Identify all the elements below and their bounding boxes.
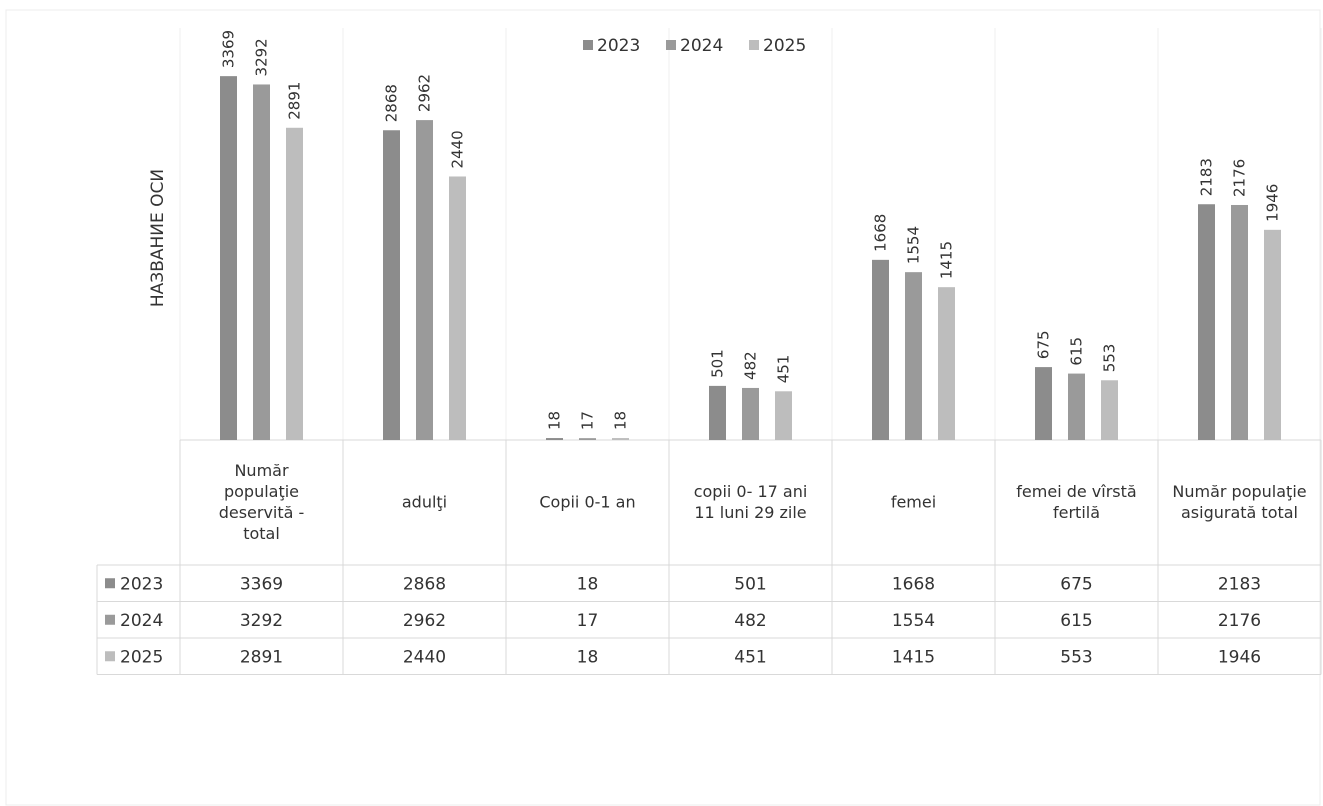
table-cell-2024-1: 3292 xyxy=(240,611,283,631)
data-label-2024-4: 482 xyxy=(742,351,760,380)
table-cell-2023-4: 501 xyxy=(734,574,766,594)
bar-2024-2 xyxy=(416,120,433,440)
table-cell-2023-2: 2868 xyxy=(403,574,446,594)
bar-2024-6 xyxy=(1068,373,1085,440)
bar-2024-5 xyxy=(905,272,922,440)
bar-2023-4 xyxy=(709,385,726,440)
table-cell-2024-6: 615 xyxy=(1060,611,1092,631)
data-label-2023-2: 2868 xyxy=(383,84,401,122)
data-table: Număr populaţie deservită -total adulţi Copi… xyxy=(96,461,1321,675)
table-cell-2025-7: 1946 xyxy=(1218,647,1261,667)
table-category-header: adulţi xyxy=(402,493,447,512)
table-cell-2023-5: 1668 xyxy=(892,574,935,594)
table-cell-2024-3: 17 xyxy=(577,611,599,631)
table-category-header: Număr populaţie asigurată total xyxy=(1172,482,1306,522)
data-label-2023-4: 501 xyxy=(709,349,727,378)
legend-label-2024: 2024 xyxy=(680,36,723,56)
data-label-2025-4: 451 xyxy=(775,355,793,384)
data-label-2023-7: 2183 xyxy=(1198,158,1216,196)
data-label-2025-2: 2440 xyxy=(449,130,467,168)
bar-2025-1 xyxy=(286,127,303,440)
data-label-2024-3: 17 xyxy=(579,411,597,430)
data-label-2025-1: 2891 xyxy=(286,82,304,120)
legend-swatch-2023 xyxy=(583,40,593,50)
bar-2023-6 xyxy=(1035,367,1052,440)
bar-2023-7 xyxy=(1198,204,1215,440)
table-cell-2025-4: 451 xyxy=(734,647,766,667)
bar-2023-5 xyxy=(872,259,889,440)
table-cell-2023-6: 675 xyxy=(1060,574,1092,594)
legend-swatch-2025 xyxy=(749,40,759,50)
bar-2024-7 xyxy=(1231,204,1248,440)
table-cell-2025-3: 18 xyxy=(577,647,599,667)
data-label-2025-6: 553 xyxy=(1101,344,1119,373)
legend-swatch-2024 xyxy=(666,40,676,50)
table-cell-2024-4: 482 xyxy=(734,611,766,631)
table-category-header: femei xyxy=(891,493,936,512)
chart-frame xyxy=(5,9,1322,806)
table-cell-2025-1: 2891 xyxy=(240,647,283,667)
table-row-header-2024: 2024 xyxy=(120,611,163,631)
table-cell-2023-1: 3369 xyxy=(240,574,283,594)
data-label-2024-1: 3292 xyxy=(253,38,271,76)
legend-label-2023: 2023 xyxy=(597,36,640,56)
data-label-2023-6: 675 xyxy=(1035,330,1053,359)
table-cell-2025-6: 553 xyxy=(1060,647,1092,667)
bar-2024-4 xyxy=(742,387,759,440)
table-category-header: copii 0- 17 ani 11 luni 29 zile xyxy=(694,482,808,522)
data-label-2023-1: 3369 xyxy=(220,30,238,68)
table-cell-2024-2: 2962 xyxy=(403,611,446,631)
table-category-header: Copii 0-1 an xyxy=(539,493,635,512)
table-cell-2025-2: 2440 xyxy=(403,647,446,667)
table-category-header: femei de vîrstă fertilă xyxy=(1016,482,1136,522)
bar-2024-3 xyxy=(579,438,596,440)
bars xyxy=(220,76,1281,441)
table-cell-2024-7: 2176 xyxy=(1218,611,1261,631)
bar-2024-1 xyxy=(253,84,270,441)
data-labels: 3369 2868 18 501 1668 675 2183 3292 2962 17 482 155… xyxy=(220,30,1282,430)
table-cell-2024-5: 1554 xyxy=(892,611,935,631)
chart-area-border xyxy=(5,9,1321,806)
table-row-header-2025: 2025 xyxy=(120,647,163,667)
data-label-2025-7: 1946 xyxy=(1264,184,1282,222)
data-label-2025-3: 18 xyxy=(612,411,630,430)
table-cell-2025-5: 1415 xyxy=(892,647,935,667)
data-label-2025-5: 1415 xyxy=(938,241,956,279)
table-legend-key-2025 xyxy=(105,651,115,662)
legend-label-2025: 2025 xyxy=(763,36,806,56)
bar-2025-4 xyxy=(775,391,792,440)
table-cell-2023-7: 2183 xyxy=(1218,574,1261,594)
bar-2023-3 xyxy=(546,438,563,440)
table-legend-key-2024 xyxy=(105,614,115,625)
data-label-2024-5: 1554 xyxy=(905,226,923,264)
data-label-2024-2: 2962 xyxy=(416,74,434,112)
legend: 2023 2024 2025 xyxy=(583,36,806,56)
table-legend-key-2023 xyxy=(105,578,115,589)
table-category-header: Număr populaţie deservită -total xyxy=(219,461,305,543)
bar-2023-2 xyxy=(383,130,400,441)
data-label-2023-3: 18 xyxy=(546,411,564,430)
data-label-2024-7: 2176 xyxy=(1231,159,1249,197)
table-cell-2023-3: 18 xyxy=(577,574,599,594)
data-label-2023-5: 1668 xyxy=(872,214,890,252)
bar-2025-5 xyxy=(938,287,955,440)
table-row-header-2023: 2023 xyxy=(120,574,163,594)
y-axis-title: НАЗВАНИЕ ОСИ xyxy=(148,169,168,307)
bar-2025-3 xyxy=(612,438,629,440)
data-label-2024-6: 615 xyxy=(1068,337,1086,366)
bar-2025-7 xyxy=(1264,229,1281,440)
bar-2025-2 xyxy=(449,176,466,441)
bar-2023-1 xyxy=(220,76,237,440)
bar-2025-6 xyxy=(1101,380,1118,440)
